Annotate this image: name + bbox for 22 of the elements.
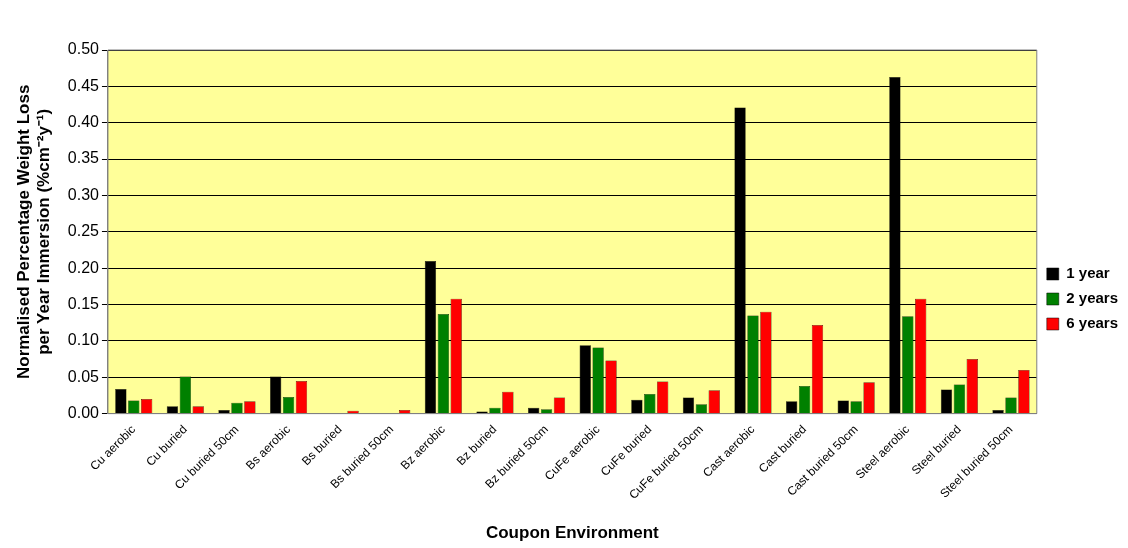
legend-label: 1 year — [1066, 264, 1110, 282]
bar — [218, 409, 230, 414]
y-axis-title: Normalised Percentage Weight Loss per Year Immersion (%cm⁻²y⁻¹) — [13, 84, 54, 380]
y-tick-label: 0.05 — [67, 367, 100, 385]
y-tick-label: 0.15 — [67, 294, 100, 312]
y-tick-label: 0.10 — [67, 331, 100, 349]
bar — [992, 409, 1004, 414]
y-tick-label: 0.35 — [67, 149, 100, 167]
bar — [166, 406, 179, 414]
y-tick-label: 0.25 — [67, 222, 100, 240]
y-tick-label: 0.20 — [67, 258, 100, 276]
y-tick-label: 0.00 — [67, 404, 100, 422]
y-tick-label: 0.40 — [67, 113, 100, 131]
legend-label: 2 years — [1066, 289, 1118, 307]
bar — [115, 388, 127, 414]
y-tick-label: 0.50 — [67, 40, 100, 58]
x-axis-title: Coupon Environment — [485, 523, 660, 543]
bar — [527, 407, 540, 414]
y-tick-label: 0.45 — [67, 76, 100, 94]
y-tick-label: 0.30 — [67, 185, 100, 203]
legend-label: 6 years — [1066, 314, 1118, 332]
bar — [940, 389, 953, 414]
